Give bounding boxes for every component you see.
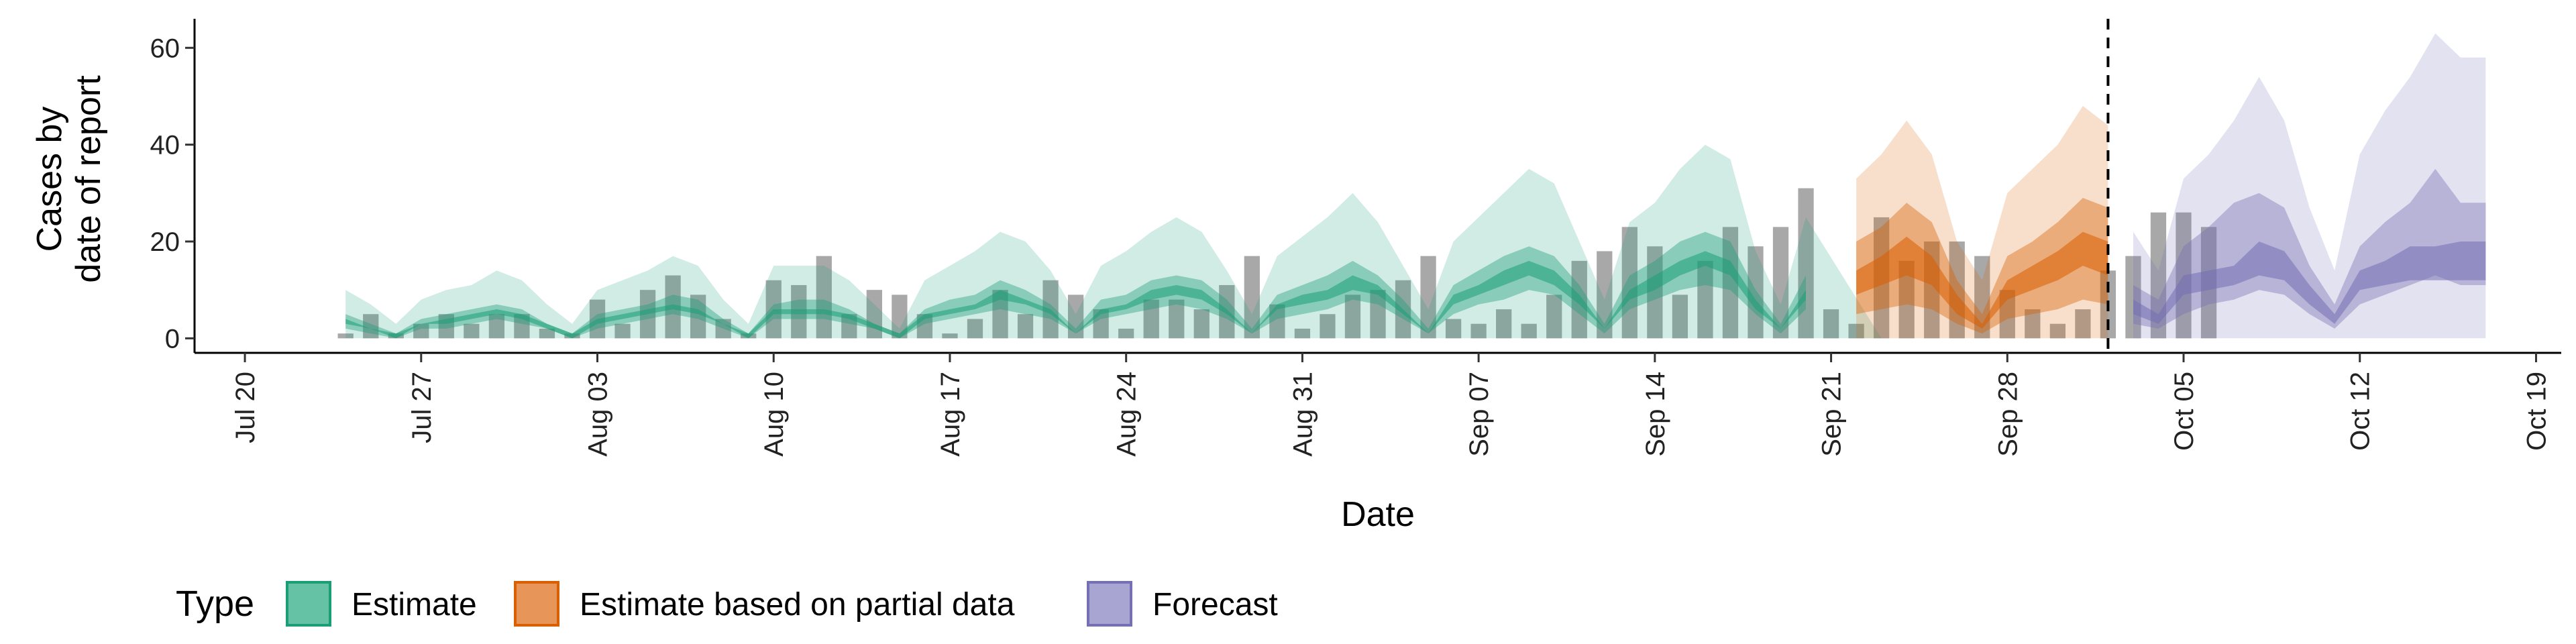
x-tick-label: Aug 17 (936, 372, 965, 457)
reported-cases-bar (1370, 290, 1386, 339)
reported-cases-bar (363, 314, 379, 339)
y-axis-title-line: Cases by (30, 107, 69, 252)
reported-cases-bar (2075, 309, 2091, 339)
reported-cases-bar (1445, 319, 1462, 339)
legend-label: Estimate (352, 587, 477, 623)
reported-cases-bar (1244, 256, 1260, 339)
reported-cases-bar (1420, 256, 1436, 339)
reported-cases-bar (967, 319, 983, 339)
reported-cases-bar (539, 328, 555, 339)
reported-cases-bar (1647, 246, 1663, 339)
y-axis-title-line: date of report (69, 75, 108, 283)
reported-cases-bar (1672, 294, 1688, 339)
x-axis-title: Date (1341, 495, 1415, 534)
estimate-based-on-partial-data-ribbon-50pct (1856, 198, 2108, 334)
reported-cases-bar (413, 323, 429, 339)
reported-cases-bar (2025, 309, 2041, 339)
x-tick-label: Sep 07 (1464, 372, 1494, 457)
x-tick-label: Jul 20 (231, 372, 260, 443)
legend-label: Forecast (1152, 587, 1278, 623)
reported-cases-bar (1546, 294, 1562, 339)
x-tick-label: Sep 14 (1641, 372, 1670, 457)
reported-cases-bar (1496, 309, 1512, 339)
legend-swatch (1087, 581, 1132, 627)
reported-cases-bar (1344, 294, 1361, 339)
x-tick-label: Oct 05 (2169, 372, 2199, 451)
reported-cases-bar (1067, 294, 1084, 339)
reported-cases-bar (1848, 323, 1864, 339)
y-tick-label: 60 (150, 34, 180, 63)
reported-cases-bar (816, 256, 832, 339)
x-tick-label: Sep 21 (1817, 372, 1847, 457)
reported-cases-bar (2150, 212, 2167, 339)
estimate-ribbon-90pct (345, 144, 1882, 339)
y-tick-label: 0 (165, 324, 180, 354)
reported-cases-bar (2125, 256, 2141, 339)
reported-cases-bar (1521, 323, 1537, 339)
x-tick-label: Jul 27 (407, 372, 437, 443)
reported-cases-bar (892, 294, 908, 339)
reported-cases-bar (1320, 314, 1336, 339)
reported-cases-bar (690, 294, 706, 339)
reported-cases-bar (715, 319, 731, 339)
reported-cases-bar (992, 290, 1008, 339)
legend-title: Type (176, 584, 254, 624)
legend-swatch (286, 581, 331, 627)
reported-cases-bar (1597, 251, 1613, 339)
reported-cases-bar (337, 333, 354, 339)
x-tick-label: Aug 24 (1112, 372, 1142, 457)
reported-cases-bar (1772, 227, 1789, 339)
legend-swatch (514, 581, 559, 627)
reported-cases-bar (942, 333, 958, 339)
reported-cases-bar (1621, 227, 1638, 339)
reported-cases-bar (488, 314, 505, 339)
forecast-ribbon-20pct (2133, 241, 2486, 324)
reported-cases-bar (1470, 323, 1487, 339)
x-tick-label: Sep 28 (1993, 372, 2023, 457)
reported-cases-bar (1169, 299, 1185, 339)
reported-cases-bar (1722, 227, 1739, 339)
x-tick-label: Aug 10 (759, 372, 789, 457)
reported-cases-bar (1118, 328, 1134, 339)
reported-cases-bar (614, 323, 631, 339)
reported-cases-bar (589, 299, 606, 339)
forecast-ribbon-50pct (2133, 168, 2486, 329)
x-tick-label: Aug 03 (584, 372, 613, 457)
y-tick-label: 40 (150, 131, 180, 160)
legend-label: Estimate based on partial data (580, 587, 1015, 623)
x-tick-label: Oct 12 (2346, 372, 2375, 451)
reported-cases-bar (1017, 314, 1034, 339)
x-tick-label: Aug 31 (1288, 372, 1318, 457)
reported-cases-bar (1823, 309, 1839, 339)
estimate-based-on-partial-data-ribbon-20pct (1856, 231, 2108, 329)
reported-cases-bar (1697, 260, 1713, 339)
y-axis-title: Cases bydate of report (30, 75, 108, 283)
reported-cases-bar (1294, 328, 1311, 339)
reported-cases-bar (2049, 323, 2065, 339)
y-tick-label: 20 (150, 227, 180, 257)
reported-cases-bar (1193, 309, 1210, 339)
estimate-ribbon-20pct (345, 251, 1807, 339)
reported-cases-bar (1143, 299, 1159, 339)
x-tick-label: Oct 19 (2522, 372, 2551, 451)
reported-cases-bar (1748, 246, 1764, 339)
reported-cases-bar (1898, 260, 1915, 339)
estimate-ribbon-50pct (345, 231, 1807, 339)
reported-cases-bar (464, 323, 480, 339)
